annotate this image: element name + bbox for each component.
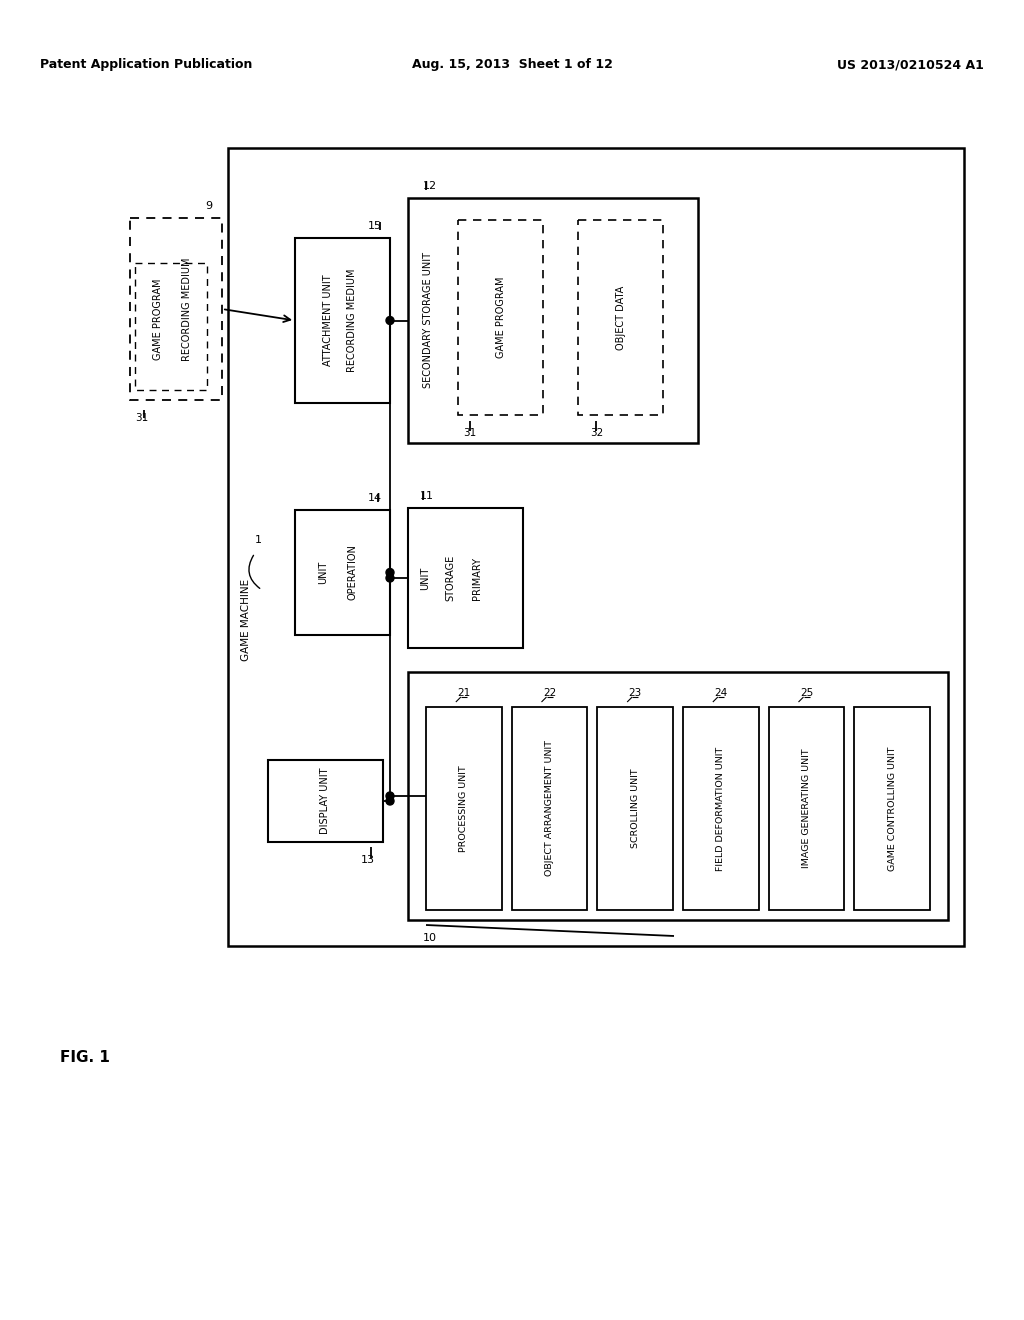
Text: 22: 22 [543,688,556,698]
Text: UNIT: UNIT [420,566,430,590]
Circle shape [386,317,394,325]
Text: 13: 13 [361,855,375,865]
Text: 9: 9 [205,201,212,211]
Text: GAME MACHINE: GAME MACHINE [241,579,251,661]
Text: 12: 12 [423,181,437,191]
Text: 11: 11 [420,491,434,502]
Text: PROCESSING UNIT: PROCESSING UNIT [460,766,468,851]
Bar [268,760,383,842]
Text: RECORDING MEDIUM: RECORDING MEDIUM [347,269,357,372]
Text: 23: 23 [629,688,642,698]
Text: SECONDARY STORAGE UNIT: SECONDARY STORAGE UNIT [423,252,433,388]
Text: 1: 1 [255,535,261,545]
Circle shape [386,569,394,577]
Bar [130,218,222,400]
Bar [295,510,390,635]
Text: OBJECT ARRANGEMENT UNIT: OBJECT ARRANGEMENT UNIT [545,741,554,876]
Text: RECORDING MEDIUM: RECORDING MEDIUM [182,257,193,360]
Text: IMAGE GENERATING UNIT: IMAGE GENERATING UNIT [802,748,811,869]
Bar [458,220,543,414]
Circle shape [386,792,394,800]
Text: Patent Application Publication: Patent Application Publication [40,58,252,71]
Text: STORAGE: STORAGE [445,554,456,601]
Bar [228,148,964,946]
Text: 21: 21 [457,688,470,698]
Bar [683,708,759,909]
Bar [597,708,673,909]
Circle shape [386,574,394,582]
Text: 25: 25 [800,688,813,698]
Text: DISPLAY UNIT: DISPLAY UNIT [321,768,331,834]
Text: GAME PROGRAM: GAME PROGRAM [153,279,163,360]
Text: UNIT: UNIT [318,561,329,585]
Bar [408,672,948,920]
Text: ATTACHMENT UNIT: ATTACHMENT UNIT [324,275,333,367]
Bar [854,708,930,909]
Bar [578,220,663,414]
Text: GAME CONTROLLING UNIT: GAME CONTROLLING UNIT [888,746,897,871]
Bar [426,708,502,909]
Bar [408,508,523,648]
Circle shape [386,797,394,805]
Text: OPERATION: OPERATION [347,545,357,601]
Bar [135,263,207,389]
Text: 31: 31 [463,428,476,438]
Bar [408,198,698,444]
Text: US 2013/0210524 A1: US 2013/0210524 A1 [838,58,984,71]
Bar [295,238,390,403]
Text: FIG. 1: FIG. 1 [60,1051,110,1065]
Text: OBJECT DATA: OBJECT DATA [615,285,626,350]
Bar [512,708,588,909]
Text: 14: 14 [368,492,382,503]
Bar [769,708,845,909]
Text: Aug. 15, 2013  Sheet 1 of 12: Aug. 15, 2013 Sheet 1 of 12 [412,58,612,71]
Text: 10: 10 [423,933,437,942]
Text: SCROLLING UNIT: SCROLLING UNIT [631,768,640,849]
Text: 24: 24 [714,688,727,698]
Text: FIELD DEFORMATION UNIT: FIELD DEFORMATION UNIT [717,746,725,871]
Text: 15: 15 [368,220,382,231]
Text: 32: 32 [590,428,603,438]
Text: GAME PROGRAM: GAME PROGRAM [496,277,506,358]
Text: PRIMARY: PRIMARY [472,557,482,599]
Text: 31: 31 [135,413,148,422]
